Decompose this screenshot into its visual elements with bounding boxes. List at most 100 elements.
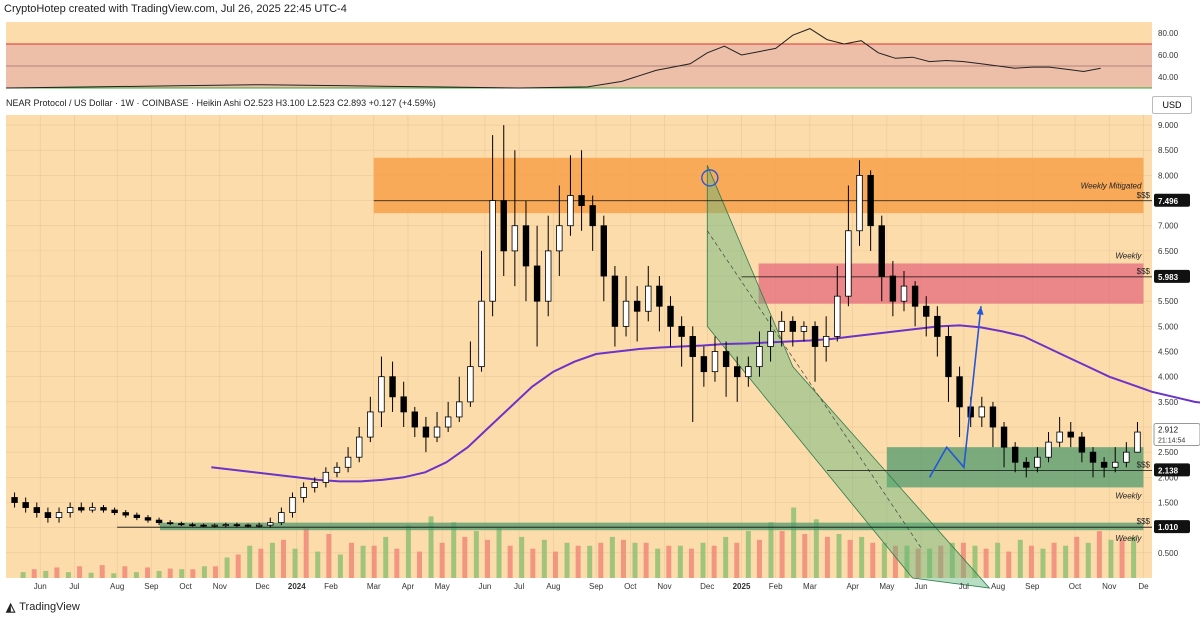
volume-bar-down: [417, 551, 423, 578]
volume-bar-down: [1051, 542, 1057, 578]
candle-up: [489, 200, 496, 302]
candle-down: [611, 275, 619, 327]
volume-bar-down: [1028, 545, 1034, 578]
footer-label: TradingView: [19, 601, 80, 613]
candle-down: [589, 205, 596, 227]
volume-bar-down: [122, 566, 128, 578]
candle-down: [923, 305, 930, 317]
volume-bar-up: [428, 516, 434, 578]
candle-up: [278, 512, 285, 524]
volume-bar-down: [870, 542, 876, 578]
volume-bar-down: [1074, 536, 1080, 578]
x-tick-label: Apr: [402, 582, 415, 591]
volume-bar-up: [337, 554, 343, 578]
volume-bar-up: [1108, 539, 1114, 578]
volume-bar-down: [507, 545, 513, 578]
x-tick-label: Dec: [700, 582, 714, 591]
candle-down: [889, 275, 897, 302]
x-tick-label: De: [1138, 582, 1149, 591]
candle-down: [244, 524, 252, 527]
candle-up: [711, 351, 719, 373]
candle-down: [667, 305, 674, 327]
price-label-badge: [1154, 520, 1190, 534]
x-tick-label: Apr: [846, 582, 859, 591]
volume-bar-up: [247, 545, 253, 578]
x-tick-label: Oct: [1069, 582, 1082, 591]
volume-bar-up: [927, 548, 933, 578]
candle-up: [778, 320, 785, 332]
candle-down: [911, 285, 919, 307]
candle-down: [411, 411, 418, 428]
candle-up: [344, 456, 352, 468]
tradingview-logo[interactable]: ◭ TradingView: [6, 600, 80, 614]
projection-arrowhead: [976, 306, 984, 315]
zone-label: Weekly: [1115, 534, 1142, 543]
price-label-badge: [1154, 193, 1190, 207]
x-tick-label: Aug: [546, 582, 560, 591]
candle-up: [900, 285, 908, 302]
currency-button[interactable]: USD: [1152, 96, 1192, 114]
x-tick-label: Jun: [34, 582, 47, 591]
volume-bar-down: [190, 569, 196, 578]
volume-bar-down: [1119, 539, 1125, 578]
candle-down: [22, 502, 29, 508]
volume-bar-down: [281, 539, 287, 578]
volume-bar-down: [145, 567, 151, 578]
candle-up: [467, 366, 474, 403]
volume-bar-up: [564, 542, 570, 578]
volume-bar-down: [598, 542, 604, 578]
volume-bar-up: [360, 545, 366, 578]
volume-bar-down: [938, 545, 944, 578]
candle-down: [78, 507, 85, 511]
y-tick-label: 4.000: [1158, 373, 1179, 382]
candle-up: [433, 426, 441, 438]
candle-down: [1011, 446, 1019, 463]
volume-bar-down: [54, 567, 60, 578]
candle-up: [800, 325, 808, 332]
volume-bar-up: [43, 570, 49, 578]
volume-bar-up: [519, 536, 525, 578]
volume-bar-up: [768, 522, 774, 578]
volume-bar-up: [1063, 545, 1069, 578]
candle-up: [622, 300, 630, 327]
oscillator-line: [5, 28, 1101, 89]
candle-down: [200, 524, 207, 527]
zone-box: [758, 263, 1144, 304]
candle-down: [178, 523, 185, 526]
volume-bar-up: [224, 557, 230, 578]
x-tick-label: Nov: [213, 582, 227, 591]
candle-down: [100, 507, 107, 511]
candle-up: [834, 295, 841, 337]
candle-up: [1123, 451, 1130, 463]
candle-down: [1089, 451, 1097, 463]
candle-down: [867, 174, 874, 227]
zone-label: Weekly: [1115, 251, 1142, 260]
volume-bar-up: [1085, 542, 1091, 578]
volume-bar-down: [1006, 551, 1012, 578]
candle-down: [700, 356, 708, 373]
volume-bar-down: [462, 536, 468, 578]
candle-down: [678, 325, 685, 337]
zone-label: Weekly: [1115, 491, 1142, 500]
candle-up: [845, 230, 852, 297]
volume-bar-up: [496, 528, 502, 578]
x-tick-label: 2025: [733, 582, 751, 591]
volume-bar-up: [972, 545, 978, 578]
candle-up: [645, 285, 652, 312]
candle-up: [511, 225, 519, 252]
y-tick-label: 9.000: [1158, 121, 1179, 130]
volume-bar-up: [65, 572, 71, 578]
oscillator-tick-label: 40.00: [1158, 73, 1179, 82]
candle-down: [133, 514, 141, 519]
candle-down: [734, 366, 741, 378]
candle-down: [400, 396, 407, 413]
candle-down: [500, 200, 507, 252]
x-tick-label: May: [435, 582, 450, 591]
volume-bar-down: [303, 528, 309, 578]
volume-bar-down: [213, 566, 219, 578]
candle-up: [1045, 441, 1052, 458]
oscillator-panel: 80.00 60.00 40.00: [5, 22, 1179, 89]
volume-bar-down: [620, 539, 626, 578]
candle-up: [55, 512, 63, 519]
